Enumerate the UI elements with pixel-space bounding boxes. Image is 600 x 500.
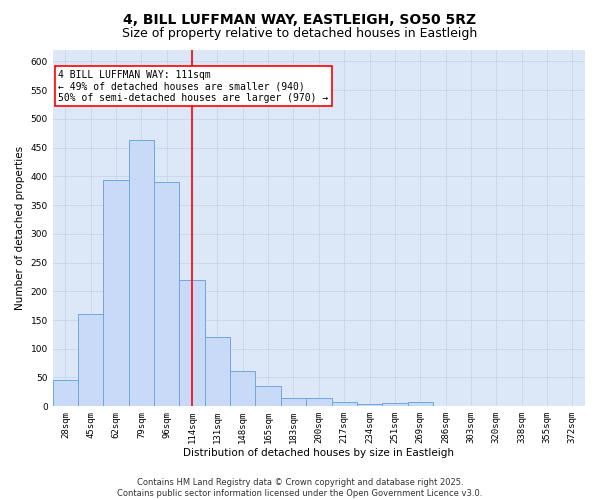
Bar [230, 370, 256, 406]
Text: Contains HM Land Registry data © Crown copyright and database right 2025.
Contai: Contains HM Land Registry data © Crown c… [118, 478, 482, 498]
Bar [306, 398, 332, 406]
Bar [382, 404, 407, 406]
Bar [179, 280, 205, 406]
Bar [129, 140, 154, 406]
Text: 4 BILL LUFFMAN WAY: 111sqm
← 49% of detached houses are smaller (940)
50% of sem: 4 BILL LUFFMAN WAY: 111sqm ← 49% of deta… [58, 70, 328, 103]
Bar [256, 386, 281, 406]
Bar [357, 404, 382, 406]
Bar [78, 314, 103, 406]
Bar [407, 402, 433, 406]
Bar [53, 380, 78, 406]
Text: Size of property relative to detached houses in Eastleigh: Size of property relative to detached ho… [122, 28, 478, 40]
Bar [332, 402, 357, 406]
Y-axis label: Number of detached properties: Number of detached properties [15, 146, 25, 310]
X-axis label: Distribution of detached houses by size in Eastleigh: Distribution of detached houses by size … [184, 448, 454, 458]
Bar [154, 182, 179, 406]
Bar [205, 338, 230, 406]
Bar [281, 398, 306, 406]
Bar [103, 180, 129, 406]
Text: 4, BILL LUFFMAN WAY, EASTLEIGH, SO50 5RZ: 4, BILL LUFFMAN WAY, EASTLEIGH, SO50 5RZ [124, 12, 476, 26]
